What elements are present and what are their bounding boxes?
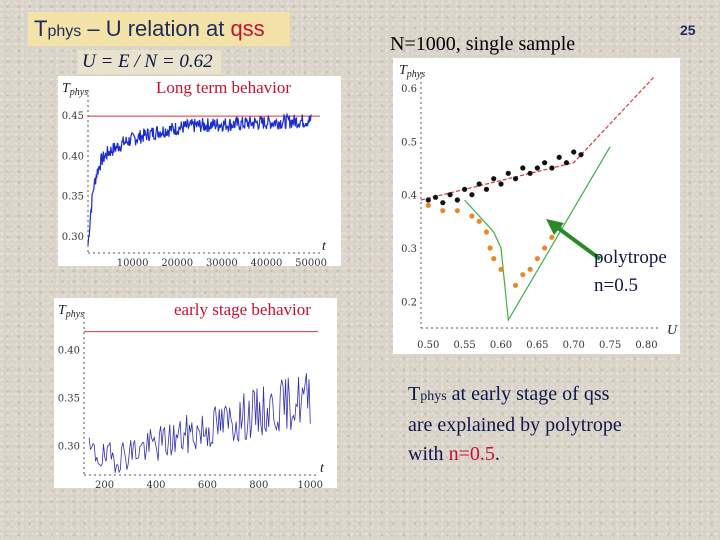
y-tick-label: 0.6	[401, 84, 417, 95]
y-tick-label: 0.45	[62, 111, 84, 122]
orange-data-point	[476, 218, 482, 224]
black-data-point	[491, 176, 497, 182]
y-tick-label: 0.4	[401, 191, 417, 202]
x-axis-label: t	[322, 239, 327, 254]
caption-line2: are explained by polytrope	[408, 414, 622, 436]
caption-line3: with n=0.5.	[408, 443, 500, 465]
y-tick-label: 0.35	[58, 394, 80, 405]
page-number: 25	[680, 22, 696, 38]
caption-line1: Tphys at early stage of qss	[408, 383, 610, 405]
x-axis-label: t	[320, 461, 325, 476]
orange-data-point	[454, 208, 460, 214]
x-tick-label: 50000	[295, 258, 327, 266]
black-data-point	[534, 165, 540, 171]
x-tick-label: 0.50	[417, 340, 439, 351]
data-series-line	[88, 373, 311, 474]
t-vs-u-plot: 0.50 0.55 0.60 0.65 0.70 0.75 0.80 0.2 0.3 0.4 0.5…	[393, 58, 680, 354]
x-tick-label: 800	[249, 480, 268, 488]
energy-formula: U = E / N = 0.62	[78, 50, 221, 74]
y-tick-label: 0.5	[401, 137, 417, 148]
arrow-icon	[546, 219, 602, 261]
y-axis-label: Tphys	[58, 303, 84, 320]
orange-data-point	[487, 245, 493, 251]
orange-data-point	[542, 245, 548, 251]
x-tick-label: 0.70	[563, 340, 585, 351]
black-data-point	[440, 200, 446, 206]
black-data-point	[462, 186, 468, 192]
data-series-line	[87, 112, 312, 246]
y-axis-label: Tphys	[399, 63, 425, 80]
black-data-point	[527, 170, 533, 176]
y-tick-label: 0.40	[58, 346, 80, 357]
black-data-point	[498, 181, 504, 187]
x-tick-label: 30000	[206, 258, 238, 266]
y-tick-label: 0.40	[62, 151, 84, 162]
x-tick-label: 400	[146, 480, 165, 488]
slide-title: Tphys – U relation at qss	[28, 12, 290, 46]
x-tick-label: 0.55	[454, 340, 476, 351]
orange-data-point	[425, 202, 431, 208]
black-data-point	[425, 197, 431, 203]
orange-data-point	[534, 256, 540, 262]
right-heading: N=1000, single sample	[390, 33, 576, 55]
x-tick-label: 10000	[117, 258, 149, 266]
y-tick-label: 0.2	[401, 297, 417, 308]
orange-data-point	[527, 266, 533, 272]
black-data-point	[454, 197, 460, 203]
orange-data-point	[498, 266, 504, 272]
early-stage-chart: 200 400 600 800 1000 0.30 0.35 0.40 Tphys t	[58, 303, 325, 488]
explanation-caption: Tphys at early stage of qss are explaine…	[408, 380, 622, 469]
orange-data-point	[440, 208, 446, 214]
polytrope-label-line2: n=0.5	[594, 275, 638, 296]
black-data-point	[447, 192, 453, 198]
orange-data-point	[483, 229, 490, 235]
orange-data-point	[520, 272, 526, 278]
guide-line	[420, 76, 655, 201]
black-data-point	[542, 160, 548, 166]
black-data-point	[578, 152, 584, 158]
x-tick-label: 1000	[298, 480, 323, 488]
early-stage-label: early stage behavior	[174, 300, 311, 319]
guide-line	[464, 146, 611, 322]
y-tick-label: 0.3	[401, 244, 417, 255]
black-data-point	[505, 170, 511, 176]
long-term-plot: 10000 20000 30000 40000 50000 0.30 0.35 0.40 0.4…	[58, 76, 341, 266]
y-tick-label: 0.30	[58, 441, 80, 452]
x-axis-label: U	[667, 323, 678, 338]
x-tick-label: 0.80	[635, 340, 657, 351]
y-tick-label: 0.35	[62, 192, 84, 203]
early-stage-plot: 200 400 600 800 1000 0.30 0.35 0.40 Tphys t	[54, 298, 337, 488]
black-data-point	[556, 154, 562, 160]
x-tick-label: 200	[95, 480, 114, 488]
orange-data-point	[512, 282, 519, 288]
black-data-point	[563, 160, 570, 166]
polytrope-label-line1: polytrope	[594, 247, 667, 268]
y-axis-label: Tphys	[62, 81, 88, 98]
x-tick-label: 0.65	[526, 340, 548, 351]
x-tick-label: 600	[198, 480, 217, 488]
x-tick-label: 0.75	[599, 340, 621, 351]
black-data-point	[432, 194, 439, 200]
x-tick-label: 0.60	[490, 340, 512, 351]
orange-data-point	[469, 213, 475, 219]
black-data-point	[520, 165, 526, 171]
orange-data-point	[491, 256, 497, 262]
black-data-point	[512, 176, 519, 182]
black-data-point	[571, 149, 577, 155]
long-term-chart: 10000 20000 30000 40000 50000 0.30 0.35 0.40 0.4…	[62, 81, 327, 266]
x-tick-label: 40000	[251, 258, 283, 266]
black-data-point	[549, 165, 555, 171]
orange-data-point	[549, 234, 555, 240]
black-data-point	[483, 186, 490, 192]
polytrope-label: polytrope n=0.5	[594, 244, 667, 300]
x-tick-label: 20000	[161, 258, 193, 266]
long-term-label: Long term behavior	[156, 78, 292, 97]
t-vs-u-chart: 0.50 0.55 0.60 0.65 0.70 0.75 0.80 0.2 0.3 0.4 0.5…	[399, 63, 678, 351]
y-tick-label: 0.30	[62, 232, 84, 243]
black-data-point	[476, 181, 482, 187]
black-data-point	[469, 192, 475, 198]
